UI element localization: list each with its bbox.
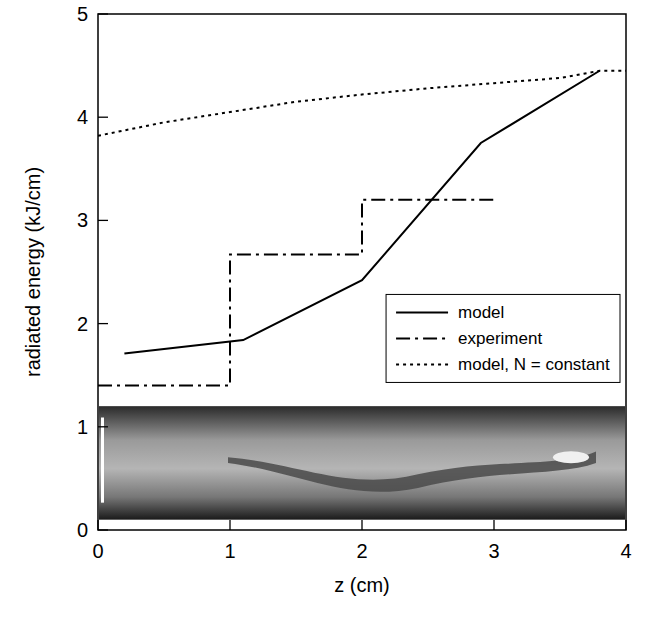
legend-label: model, N = constant	[458, 355, 610, 374]
x-axis-title: z (cm)	[334, 574, 390, 596]
y-tick-label: 3	[77, 209, 88, 231]
y-tick-label: 5	[77, 3, 88, 25]
y-tick	[98, 529, 108, 530]
y-tick	[98, 323, 108, 324]
photo-background	[99, 406, 625, 520]
y-tick-label: 4	[77, 106, 88, 128]
x-tick	[625, 520, 626, 530]
x-tick-label: 0	[92, 540, 103, 562]
photo-scale-bar	[101, 418, 104, 503]
x-tick	[493, 520, 494, 530]
x-tick-label: 2	[356, 540, 367, 562]
legend-sample	[396, 337, 448, 339]
y-tick-label: 1	[77, 416, 88, 438]
legend: model experiment model, N = constant	[386, 294, 620, 382]
y-tick-label: 0	[77, 519, 88, 541]
legend-label: experiment	[458, 329, 542, 348]
photo-highlight	[553, 451, 589, 463]
legend-sample	[396, 363, 448, 365]
x-tick-label: 1	[224, 540, 235, 562]
y-axis-title: radiated energy (kJ/cm)	[22, 167, 44, 377]
x-tick	[229, 520, 230, 530]
x-tick-label: 4	[620, 540, 631, 562]
legend-label: model	[458, 303, 504, 322]
data-group	[98, 71, 626, 386]
x-tick	[361, 520, 362, 530]
chart: 0 1 2 3 4 0 1 2 3 4 5 z (cm) radiated energy (kJ/cm)…	[0, 0, 646, 617]
y-tick	[98, 117, 108, 118]
series-line	[98, 71, 626, 136]
x-tick	[97, 520, 98, 530]
photo-inset	[99, 406, 625, 520]
legend-box	[386, 294, 620, 382]
y-tick	[98, 220, 108, 221]
legend-sample	[396, 311, 448, 313]
photo-streak	[228, 452, 596, 492]
y-tick	[98, 13, 108, 14]
y-tick-label: 2	[77, 313, 88, 335]
plot-frame	[98, 14, 626, 530]
y-tick	[98, 426, 108, 427]
x-tick-label: 3	[488, 540, 499, 562]
